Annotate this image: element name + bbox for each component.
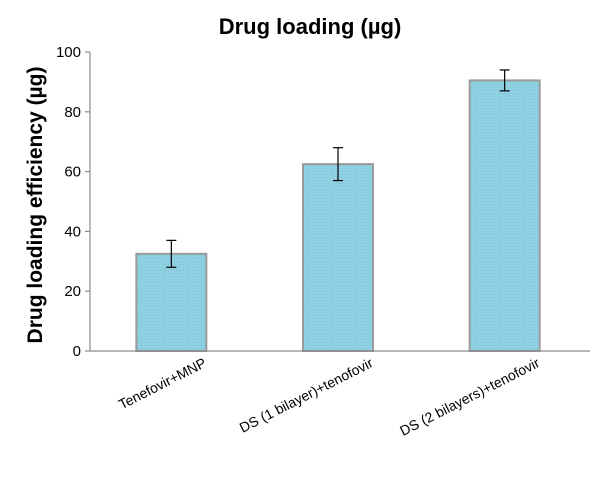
error-bar: [333, 147, 343, 182]
bar: [135, 252, 208, 352]
y-tick-label: 60: [64, 164, 81, 181]
error-bar: [166, 239, 177, 268]
y-tick-label: 0: [73, 343, 81, 360]
y-tick-label: 40: [64, 223, 81, 240]
bar: [468, 79, 541, 352]
bar: [302, 163, 374, 352]
y-axis-label: Drug loading efficiency (µg): [24, 67, 47, 344]
x-category-label: Tenefovir+MNP: [116, 354, 209, 412]
chart-title: Drug loading (µg): [219, 14, 402, 39]
x-category-label: DS (1 bilayer)+tenofovir: [237, 354, 376, 435]
y-tick-label: 20: [64, 283, 81, 300]
y-tick-label: 80: [64, 104, 81, 121]
y-tick-label: 100: [56, 44, 81, 61]
x-category-label: DS (2 bilayers)+tenofovir: [397, 354, 542, 439]
error-bar: [499, 69, 510, 92]
